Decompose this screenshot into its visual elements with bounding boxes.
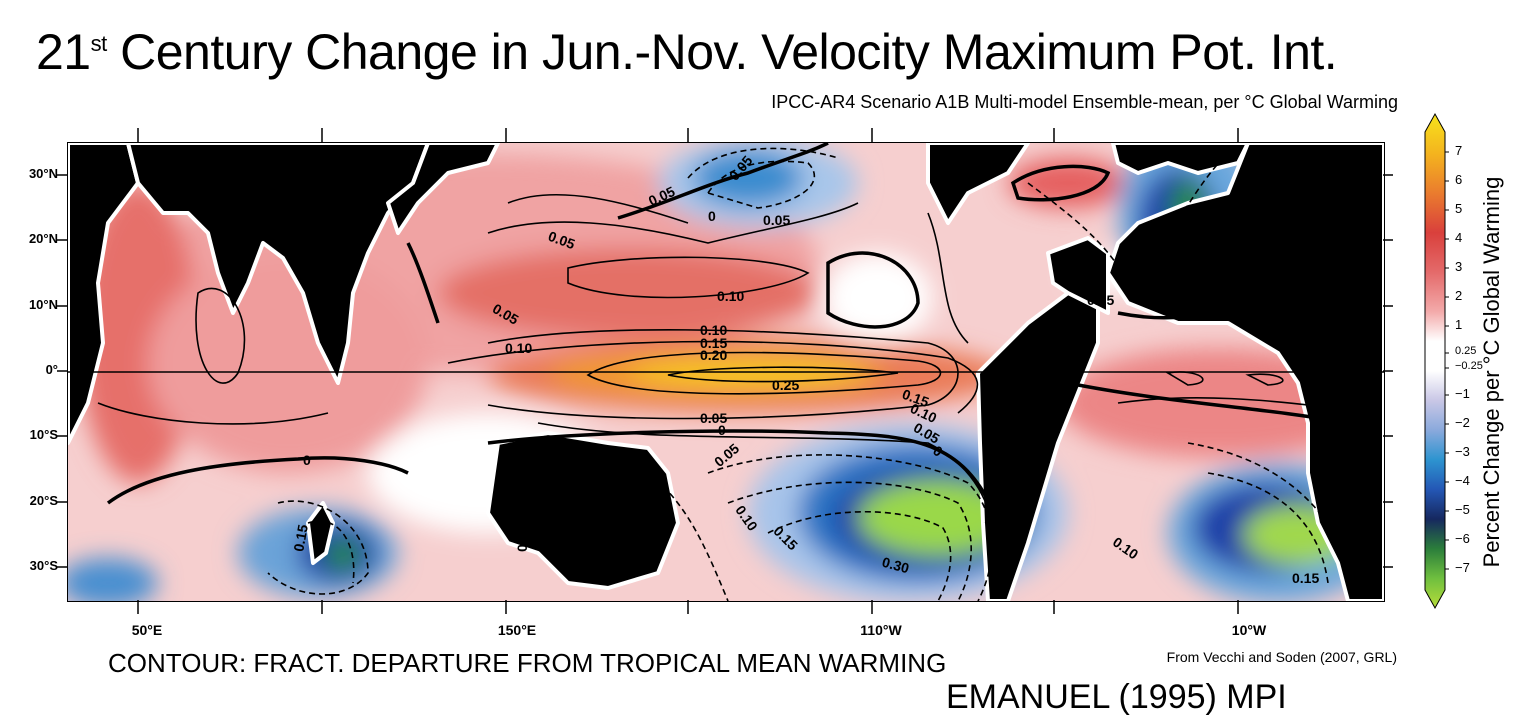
contour-label: 0.10: [505, 340, 533, 356]
colorbar-tick: −1: [1455, 386, 1470, 401]
colorbar-tick: −2: [1455, 415, 1470, 430]
lon-tick-label: 10°W: [1231, 622, 1267, 638]
colorbar-tick: 2: [1455, 288, 1463, 303]
colorbar-tick: 5: [1455, 201, 1463, 216]
colorbar-tick: −6: [1455, 531, 1470, 546]
source-citation: From Vecchi and Soden (2007, GRL): [1166, 649, 1397, 665]
contour-label: 0: [303, 452, 311, 468]
lat-tick-label: 30°N: [28, 166, 58, 181]
contour-label: 0.10: [717, 288, 745, 304]
contour-note: CONTOUR: FRACT. DEPARTURE FROM TROPICAL …: [108, 648, 947, 678]
map-panel: [67, 142, 1385, 602]
colorbar-tick: −3: [1455, 444, 1470, 459]
contour-label: 0.05: [700, 410, 728, 426]
lat-tick-label: 30°S: [29, 558, 58, 573]
index-label: EMANUEL (1995) MPI: [946, 678, 1287, 716]
lat-tick-label: 20°S: [29, 493, 58, 508]
contour-label: 0.05: [763, 212, 791, 228]
colorbar-tick: 0.25: [1455, 345, 1477, 357]
colorbar-tick: 6: [1455, 172, 1463, 187]
lat-tick-label: 20°N: [28, 231, 58, 246]
lon-tick-label: 110°W: [860, 622, 902, 638]
colorbar-tick: 4: [1455, 230, 1463, 245]
colorbar-tick: −0.25: [1455, 360, 1483, 372]
colorbar-tick: −4: [1455, 473, 1470, 488]
lat-tick-label: 10°N: [28, 297, 58, 312]
colorbar-tick: −5: [1455, 502, 1470, 517]
contour-label: 0: [708, 208, 716, 224]
contour-label: 0.15: [1292, 570, 1320, 586]
contour-label: 0.10: [700, 322, 728, 338]
map-field: [68, 143, 1384, 601]
colorbar-tick: 1: [1455, 317, 1463, 332]
chart-title: 21st Century Change in Jun.-Nov. Velocit…: [36, 24, 1338, 80]
lat-tick-label: 10°S: [29, 427, 58, 442]
lat-tick-label: 0°: [45, 362, 58, 377]
lon-tick-label: 50°E: [131, 622, 163, 638]
colorbar: [1424, 112, 1449, 610]
contour-label: 0: [718, 422, 726, 438]
lon-tick-label: 150°E: [497, 622, 537, 638]
contour-label: 0.20: [700, 347, 728, 363]
contour-label: 0.05: [1087, 292, 1115, 308]
chart-subtitle: IPCC-AR4 Scenario A1B Multi-model Ensemb…: [771, 92, 1398, 112]
colorbar-tick: 3: [1455, 259, 1463, 274]
colorbar-tick: 7: [1455, 143, 1463, 158]
contour-label: 0.25: [772, 377, 800, 393]
contour-label: 0.15: [700, 335, 728, 351]
colorbar-tick: −7: [1455, 560, 1470, 575]
